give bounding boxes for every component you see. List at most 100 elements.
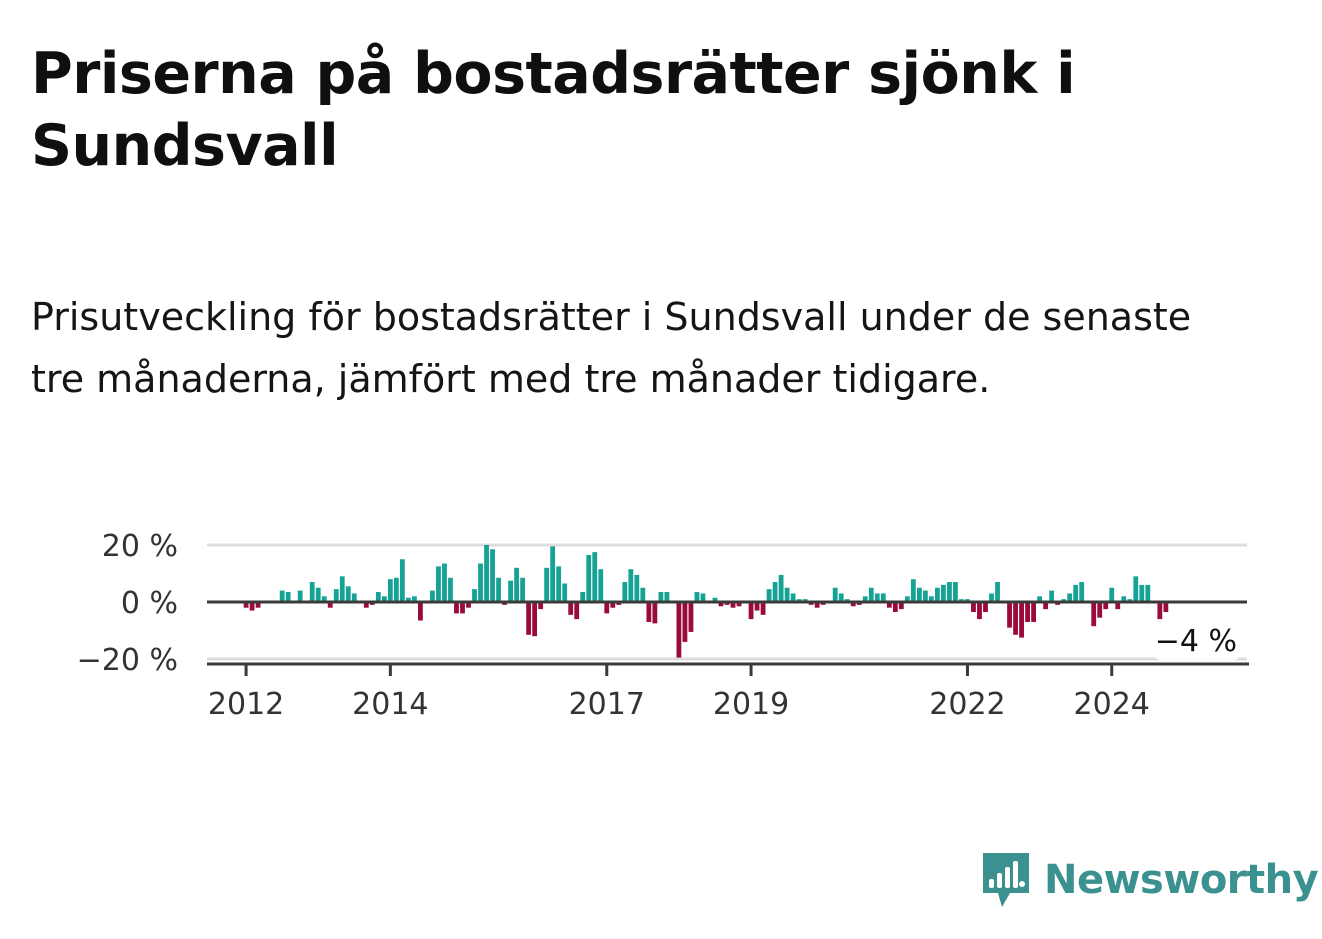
bar [472,589,477,602]
bar [784,587,790,602]
bar [928,596,934,602]
bar [255,602,261,608]
bar [1115,602,1121,610]
bar [712,597,718,602]
bar [989,593,994,602]
end-value-label: −4 % [1155,624,1237,659]
bar [1109,587,1115,602]
chart-title: Priserna på bostadsrätter sjönk i Sundsv… [31,41,1076,179]
bar [399,559,405,602]
x-tick-label: 2012 [208,687,284,722]
end-annotation: −4 % [1153,623,1241,661]
bar [910,579,916,602]
bar [478,563,483,602]
grid-lines [207,543,1247,661]
bar [1031,602,1036,622]
bar [977,602,982,620]
brand-name: Newsworthy [1044,857,1319,903]
bar [1073,584,1079,602]
x-tick-label: 2017 [569,687,645,722]
bar [351,593,357,602]
bar [1121,596,1127,602]
bar [333,589,339,602]
bar [634,574,640,602]
bar [393,577,399,602]
bar [405,597,411,602]
bar [586,554,592,602]
bar [466,602,471,608]
bar [610,602,616,608]
bar [375,592,381,602]
bar [700,593,706,602]
bar [832,587,838,602]
bar [448,577,453,602]
newsworthy-logo-icon [983,853,1029,907]
bar [297,590,303,602]
bar [514,567,519,602]
bar [718,602,724,607]
bar [1019,602,1024,638]
bar [850,602,856,607]
y-tick-label: 0 % [121,586,178,621]
bar [676,602,682,658]
bar [922,590,928,602]
bar [1163,602,1169,612]
x-tick-label: 2024 [1074,687,1150,722]
bar [652,602,658,624]
bar [454,602,459,614]
bar [898,602,904,610]
bar [1091,602,1097,627]
bar [748,602,754,620]
bar [442,563,447,602]
bar [814,602,820,608]
bar [538,602,544,610]
y-tick-label: −20 % [77,643,178,678]
chart-subtitle: Prisutveckling för bostadsrätter i Sunds… [31,295,1192,401]
bar [640,587,646,602]
bar [556,566,562,603]
x-tick-label: 2022 [929,687,1005,722]
bar [580,592,586,602]
bar [568,602,574,615]
bar [1007,602,1012,628]
bar [550,546,556,602]
bar [754,602,760,611]
bar [953,582,958,602]
y-tick-label: 20 % [102,529,178,564]
bar [688,602,694,632]
bar [243,602,249,608]
bar [916,587,922,602]
bar [935,587,940,602]
bar [520,577,526,602]
bar [941,584,946,602]
bar [363,602,369,608]
bar [892,602,898,612]
bar [1079,582,1085,602]
bar [1133,576,1139,602]
bar [694,592,700,602]
bar [778,574,784,602]
bar [598,569,604,602]
bar [1097,602,1103,618]
bar [411,596,417,602]
bar [658,592,664,602]
bar [971,602,976,612]
bar [1013,602,1018,635]
bar [1139,584,1145,602]
bar [321,596,327,602]
bar [646,602,652,622]
bar [544,567,550,602]
bar [995,582,1000,602]
bar [436,566,441,603]
bar [772,582,778,602]
bar [760,602,766,615]
axes [207,600,1249,676]
bar-chart: 20 % 0 % −20 % 2012 2014 2017 2019 2022 2024 −4… [77,529,1249,722]
bar [838,593,844,602]
bar [1025,602,1030,622]
bar [1067,593,1073,602]
bar [562,583,568,602]
bar [664,592,670,602]
bar [339,576,345,602]
bar [1157,602,1163,620]
